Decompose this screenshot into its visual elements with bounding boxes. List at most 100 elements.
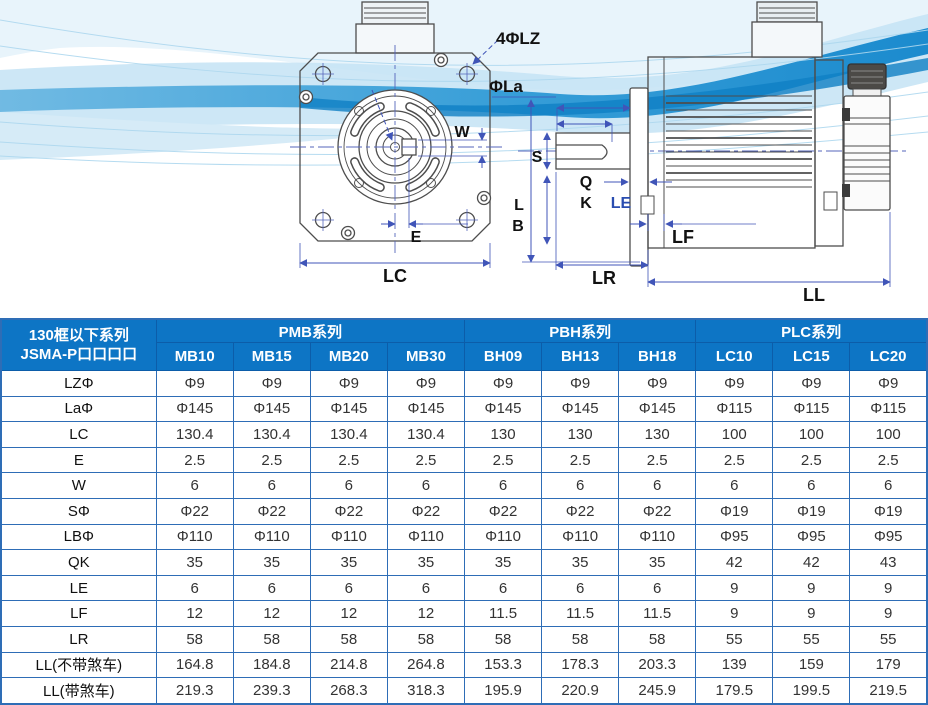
dimension-value-cell: Φ22: [541, 497, 620, 525]
dim-label-le: LE: [611, 195, 632, 212]
table-row: LBΦ Φ110 Φ110 Φ110 Φ110 Φ110 Φ110 Φ110 Φ95 Φ95 Φ95: [0, 523, 928, 551]
dimension-value-cell: Φ145: [155, 395, 234, 423]
model-column-header: LC15: [772, 342, 851, 371]
dimension-table-section: 130框以下系列 JSMA-P口口口口 PMB系列 PBH系列 PLC系列 MB10…: [0, 318, 928, 705]
model-column-header: LC20: [849, 342, 928, 371]
dimension-value-cell: 6: [309, 472, 388, 499]
dimension-value-cell: Φ9: [155, 370, 234, 397]
front-dimensions: [299, 39, 499, 268]
dimension-value-cell: Φ22: [386, 497, 466, 525]
dimension-value-cell: 130.4: [309, 421, 388, 448]
model-column-header: MB15: [232, 342, 311, 371]
dim-label-4philz: 4ΦLZ: [496, 29, 540, 48]
dimension-value-cell: 42: [772, 549, 851, 576]
row-label: LL(带煞车): [0, 677, 157, 705]
dimension-value-cell: Φ19: [849, 497, 928, 525]
dimension-table: 130框以下系列 JSMA-P口口口口 PMB系列 PBH系列 PLC系列 MB10…: [0, 318, 928, 705]
dimension-value-cell: Φ110: [541, 523, 620, 551]
dimension-value-cell: 9: [695, 574, 774, 602]
dimension-value-cell: Φ115: [849, 395, 928, 423]
dimension-value-cell: 130: [541, 421, 620, 448]
model-column-header: BH09: [463, 342, 543, 371]
table-row: LE 6 6 6 6 6 6 6 9 9 9: [0, 574, 928, 602]
technical-drawing: 4ΦLZ ΦLa W S Q K LE L B E LC LF LR LL: [0, 0, 928, 316]
dim-label-l: L: [514, 197, 524, 214]
dimension-value-cell: Φ22: [155, 497, 234, 525]
dimension-value-cell: 55: [772, 625, 851, 653]
dimension-value-cell: 12: [232, 600, 311, 627]
dimension-value-cell: Φ115: [772, 395, 851, 423]
row-label: W: [0, 472, 157, 499]
dimension-value-cell: 6: [618, 574, 697, 602]
dimension-value-cell: 35: [618, 549, 697, 576]
series-group-header: PLC系列: [695, 318, 928, 343]
dimension-value-cell: 6: [463, 574, 543, 602]
dimension-value-cell: 2.5: [772, 446, 851, 474]
dimension-value-cell: 130: [463, 421, 543, 448]
series-group-header: PBH系列: [463, 318, 697, 343]
table-corner-title: 130框以下系列 JSMA-P口口口口: [0, 318, 157, 371]
dimension-value-cell: 6: [541, 574, 620, 602]
dimension-value-cell: 219.5: [849, 677, 928, 705]
dimension-value-cell: 203.3: [618, 651, 697, 679]
table-row: LaΦ Φ145 Φ145 Φ145 Φ145 Φ145 Φ145 Φ145 Φ115 Φ115 Φ…: [0, 395, 928, 423]
dim-label-b: B: [512, 218, 524, 235]
dimension-value-cell: Φ9: [695, 370, 774, 397]
dimension-value-cell: Φ145: [541, 395, 620, 423]
dim-label-phila: ΦLa: [489, 77, 523, 96]
dimension-value-cell: Φ95: [772, 523, 851, 551]
dimension-value-cell: 179: [849, 651, 928, 679]
dimension-value-cell: 130.4: [386, 421, 466, 448]
dimension-value-cell: Φ145: [386, 395, 466, 423]
encoder-unit: [842, 63, 891, 211]
shaft: [555, 132, 638, 170]
dimension-value-cell: 9: [695, 600, 774, 627]
dim-label-lf: LF: [672, 227, 694, 247]
dimension-value-cell: 55: [695, 625, 774, 653]
dimension-value-cell: 2.5: [155, 446, 234, 474]
table-row: LF 12 12 12 12 11.5 11.5 11.5 9 9 9: [0, 600, 928, 627]
dimension-value-cell: 268.3: [309, 677, 388, 705]
dimension-value-cell: 35: [309, 549, 388, 576]
dimension-value-cell: 12: [155, 600, 234, 627]
dimension-value-cell: 220.9: [541, 677, 620, 705]
dimension-value-cell: Φ110: [155, 523, 234, 551]
dimension-value-cell: 43: [849, 549, 928, 576]
dimension-value-cell: Φ95: [849, 523, 928, 551]
dimension-value-cell: 6: [772, 472, 851, 499]
model-column-header: MB30: [386, 342, 466, 371]
dimension-value-cell: 153.3: [463, 651, 543, 679]
dimension-value-cell: 139: [695, 651, 774, 679]
keyway: [556, 144, 608, 160]
model-column-header: BH13: [541, 342, 620, 371]
dimension-value-cell: 35: [386, 549, 466, 576]
dimension-value-cell: Φ9: [232, 370, 311, 397]
dimension-value-cell: 11.5: [618, 600, 697, 627]
dim-label-w: W: [454, 124, 470, 141]
dimension-value-cell: 245.9: [618, 677, 697, 705]
dimension-value-cell: 2.5: [618, 446, 697, 474]
dimension-value-cell: 6: [232, 574, 311, 602]
dimension-value-cell: 159: [772, 651, 851, 679]
dimension-value-cell: Φ145: [309, 395, 388, 423]
row-label: LaΦ: [0, 395, 157, 423]
row-label: E: [0, 446, 157, 474]
dimension-value-cell: Φ9: [849, 370, 928, 397]
dimension-value-cell: Φ22: [618, 497, 697, 525]
row-label: LR: [0, 625, 157, 653]
table-row: LC 130.4 130.4 130.4 130.4 130 130 130 100 100 100: [0, 421, 928, 448]
dimension-value-cell: Φ110: [386, 523, 466, 551]
cooling-fins: [666, 95, 812, 188]
dimension-value-cell: 58: [618, 625, 697, 653]
dimension-value-cell: 58: [386, 625, 466, 653]
model-header-row: MB10 MB15 MB20 MB30 BH09 BH13 BH18 LC10 LC15 LC20: [1, 342, 928, 371]
dimension-value-cell: Φ115: [695, 395, 774, 423]
dimension-value-cell: 264.8: [386, 651, 466, 679]
dimension-value-cell: 42: [695, 549, 774, 576]
dimension-value-cell: 35: [541, 549, 620, 576]
dimension-value-cell: 6: [695, 472, 774, 499]
dimension-value-cell: 6: [155, 574, 234, 602]
dimension-value-cell: 164.8: [155, 651, 234, 679]
dimension-value-cell: 2.5: [386, 446, 466, 474]
dimension-value-cell: 199.5: [772, 677, 851, 705]
